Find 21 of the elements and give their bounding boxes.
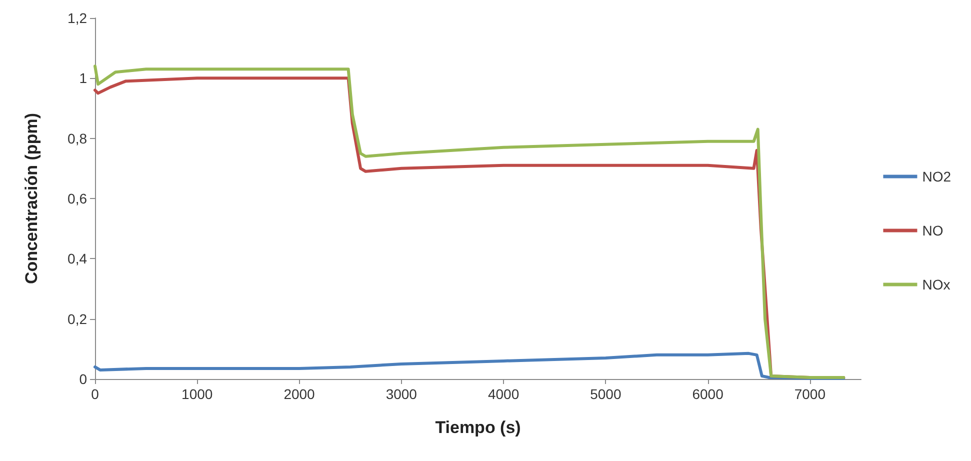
x-tick-label: 2000 <box>284 386 316 402</box>
y-tick-label: 0,8 <box>68 130 88 146</box>
x-tick-label: 1000 <box>182 386 213 402</box>
x-tick-label: 3000 <box>386 386 418 402</box>
y-tick-label: 0,2 <box>68 310 88 327</box>
y-tick-label: 0,6 <box>68 190 88 206</box>
x-axis-title: Tiempo (s) <box>435 418 521 437</box>
y-tick-label: 1 <box>79 70 88 86</box>
line-series <box>94 352 846 380</box>
x-tick-label: 5000 <box>590 386 622 402</box>
y-axis-title: Concentración (ppm) <box>22 113 41 284</box>
y-tick-label: 0 <box>79 371 88 387</box>
x-tick-label: 7000 <box>794 386 826 402</box>
x-tick-label: 0 <box>91 386 100 402</box>
x-tick-label: 6000 <box>692 386 724 402</box>
x-tick-label: 4000 <box>488 386 520 402</box>
legend-label: NO <box>922 222 944 238</box>
legend-label: NO2 <box>922 168 952 184</box>
y-tick-label: 0,4 <box>68 250 88 267</box>
legend-label: NOx <box>922 276 950 292</box>
y-tick-label: 1,2 <box>68 10 88 26</box>
